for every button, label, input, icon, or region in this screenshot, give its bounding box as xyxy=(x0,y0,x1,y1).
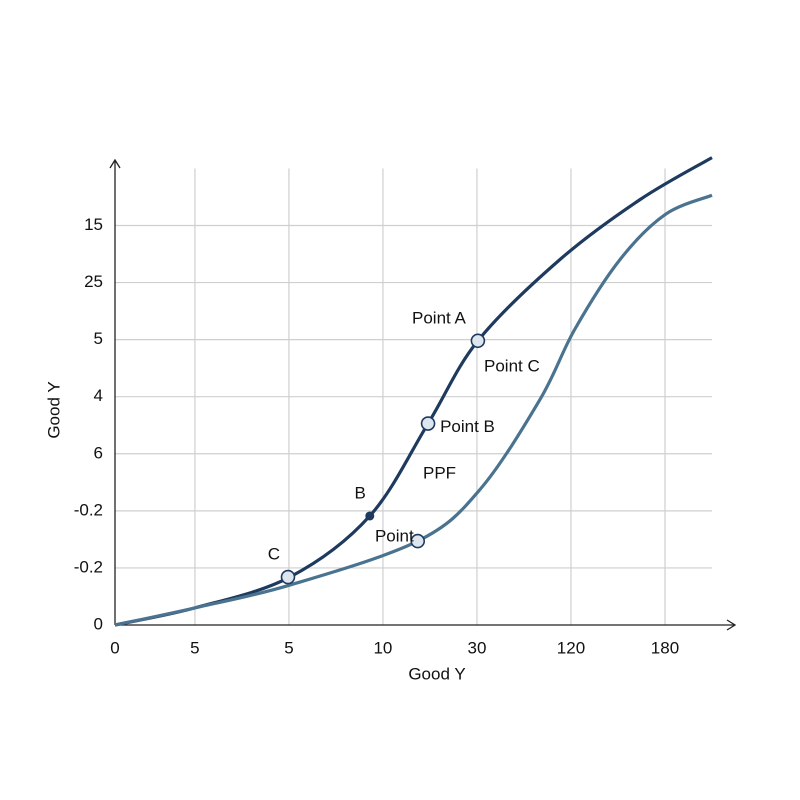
y-tick-label: 25 xyxy=(84,272,103,291)
annotation: Point C xyxy=(484,356,540,375)
series-line xyxy=(114,193,713,627)
point-marker xyxy=(420,416,436,431)
annotation: PPF xyxy=(423,463,456,482)
y-tick-label: 0 xyxy=(94,614,103,633)
point-marker xyxy=(470,333,486,349)
point-label: Point xyxy=(375,527,414,546)
series-line xyxy=(114,156,713,627)
x-tick-label: 180 xyxy=(651,638,679,657)
y-tick-label: -0.2 xyxy=(74,500,103,519)
point-marker xyxy=(365,511,375,521)
plot xyxy=(114,156,713,627)
x-tick-label: 120 xyxy=(557,638,585,657)
y-tick-label: 4 xyxy=(94,386,103,405)
x-tick-label: 0 xyxy=(110,638,119,657)
x-tick-label: 5 xyxy=(190,638,199,657)
x-tick-label: 5 xyxy=(284,638,293,657)
point-marker xyxy=(280,569,296,585)
x-axis xyxy=(115,619,737,631)
y-tick-label: -0.2 xyxy=(74,557,103,576)
y-axis xyxy=(109,158,121,625)
x-tick-label: 10 xyxy=(373,638,392,657)
y-axis-label: Good Y xyxy=(44,381,63,438)
x-axis-label: Good Y xyxy=(408,664,465,683)
grid xyxy=(109,158,737,631)
point-label: Point B xyxy=(440,417,495,436)
y-tick-label: 15 xyxy=(84,215,103,234)
x-tick-label: 30 xyxy=(467,638,486,657)
point-marker xyxy=(410,533,426,549)
point-label: Point A xyxy=(412,308,467,327)
point-label: C xyxy=(268,545,280,564)
y-tick-label: 6 xyxy=(94,443,103,462)
y-tick-label: 5 xyxy=(94,329,103,348)
point-label: B xyxy=(354,483,365,502)
